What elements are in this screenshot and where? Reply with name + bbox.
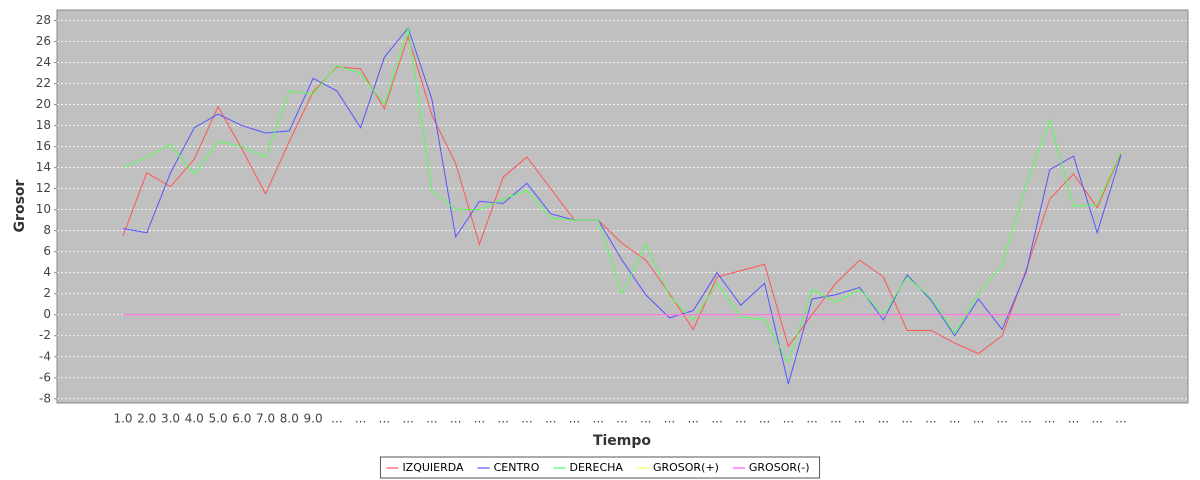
y-tick-label: 18	[36, 118, 51, 132]
x-tick-label: ...	[688, 412, 699, 426]
legend-box	[379, 456, 821, 479]
x-axis-title: Tiempo	[593, 433, 651, 449]
line-series	[122, 34, 1122, 355]
y-tick-label: 2	[43, 286, 51, 300]
x-tick-label: 9.0	[304, 412, 323, 426]
legend-item: GROSOR(-)	[732, 461, 810, 474]
legend-text: GROSOR(+)	[653, 461, 719, 474]
y-axis-title: Grosor	[12, 179, 28, 232]
x-tick-label: ...	[664, 412, 675, 426]
y-tick-label: 20	[36, 97, 51, 111]
y-tick-label: 4	[43, 265, 51, 279]
legend-item: IZQUIERDA	[386, 461, 464, 474]
x-tick-label: ...	[949, 412, 960, 426]
x-tick-label: 5.0	[209, 412, 228, 426]
x-tick-label: ...	[474, 412, 485, 426]
x-tick-label: ...	[901, 412, 912, 426]
legend: IZQUIERDA CENTRO DERECHA GROSOR(+) GROSOR(-)	[379, 456, 821, 479]
y-tick-label: 16	[36, 139, 51, 153]
y-tick-label: -4	[39, 349, 51, 363]
line-series	[122, 26, 1122, 385]
x-tick-label: ...	[783, 412, 794, 426]
y-tick-label: 22	[36, 76, 51, 90]
plot-area	[56, 9, 1189, 404]
x-tick-label: ...	[996, 412, 1007, 426]
x-tick-label: ...	[331, 412, 342, 426]
x-tick-label: ...	[806, 412, 817, 426]
y-tick-label: 0	[43, 307, 51, 321]
x-tick-label: ...	[1115, 412, 1126, 426]
x-tick-label: ...	[1092, 412, 1103, 426]
y-tick-label: -8	[39, 391, 51, 405]
x-tick-label: ...	[521, 412, 532, 426]
y-tick-label: -2	[39, 328, 51, 342]
x-tick-label: ...	[854, 412, 865, 426]
y-tick-label: 26	[36, 34, 51, 48]
x-tick-label: ...	[426, 412, 437, 426]
y-tick-label: -6	[39, 370, 51, 384]
x-tick-label: ...	[1020, 412, 1031, 426]
x-tick-label: ...	[379, 412, 390, 426]
legend-item: CENTRO	[477, 461, 540, 474]
x-tick-label: ...	[616, 412, 627, 426]
x-tick-label: ...	[1068, 412, 1079, 426]
x-tick-label: 1.0	[113, 412, 132, 426]
x-tick-label: ...	[545, 412, 556, 426]
y-tick-label: 14	[36, 160, 51, 174]
x-tick-label: 3.0	[161, 412, 180, 426]
x-tick-label: ...	[878, 412, 889, 426]
x-tick-label: 4.0	[185, 412, 204, 426]
y-tick-label: 10	[36, 202, 51, 216]
x-tick-label: ...	[640, 412, 651, 426]
legend-text: GROSOR(-)	[749, 461, 810, 474]
x-tick-label: 2.0	[137, 412, 156, 426]
legend-text: IZQUIERDA	[402, 461, 464, 474]
x-tick-label: ...	[402, 412, 413, 426]
x-tick-label: ...	[497, 412, 508, 426]
x-tick-label: ...	[925, 412, 936, 426]
x-tick-label: ...	[593, 412, 604, 426]
y-tick-label: 8	[43, 223, 51, 237]
x-tick-label: ...	[355, 412, 366, 426]
x-tick-label: ...	[711, 412, 722, 426]
x-tick-label: ...	[830, 412, 841, 426]
y-tick-label: 12	[36, 181, 51, 195]
x-tick-label: ...	[759, 412, 770, 426]
legend-text: DERECHA	[569, 461, 623, 474]
y-tick-label: 28	[36, 13, 51, 27]
x-tick-label: ...	[569, 412, 580, 426]
legend-item: DERECHA	[553, 461, 623, 474]
legend-item: GROSOR(+)	[636, 461, 719, 474]
x-tick-label: 8.0	[280, 412, 299, 426]
x-tick-label: ...	[973, 412, 984, 426]
x-tick-label: ...	[450, 412, 461, 426]
y-tick-label: 24	[36, 55, 51, 69]
y-tick-label: 6	[43, 244, 51, 258]
legend-text: CENTRO	[494, 461, 540, 474]
x-tick-label: 7.0	[256, 412, 275, 426]
x-tick-label: ...	[1044, 412, 1055, 426]
x-tick-label: 6.0	[232, 412, 251, 426]
x-tick-label: ...	[735, 412, 746, 426]
line-series	[122, 27, 1122, 364]
